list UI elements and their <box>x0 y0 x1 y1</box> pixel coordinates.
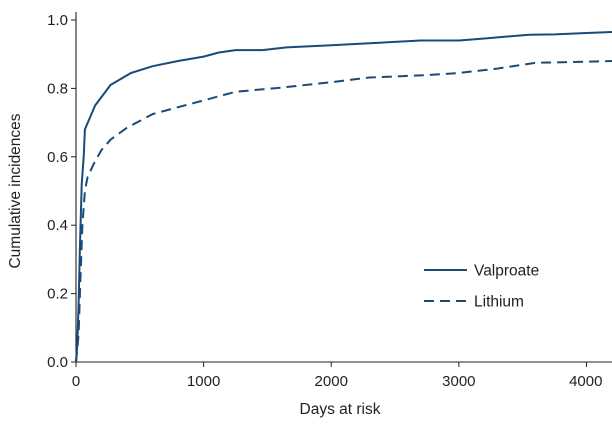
legend-label-valproate: Valproate <box>474 263 539 280</box>
legend: Valproate Lithium <box>424 263 539 311</box>
axes <box>75 12 612 363</box>
x-tick-label: 4000 <box>569 373 602 390</box>
y-tick-label: 0.4 <box>47 217 68 234</box>
y-axis-label: Cumulative incidences <box>7 113 24 268</box>
x-tick-label: 0 <box>72 373 80 390</box>
series-group <box>75 31 612 363</box>
x-tick-label: 3000 <box>442 373 475 390</box>
y-tick-label: 0.2 <box>47 286 68 303</box>
y-tick-label: 1.0 <box>47 12 68 29</box>
series-line-lithium <box>75 60 612 363</box>
y-tick-label: 0.8 <box>47 80 68 97</box>
legend-label-lithium: Lithium <box>474 294 524 311</box>
x-ticks: 0 1000 2000 3000 4000 <box>72 362 602 390</box>
x-tick-label: 2000 <box>315 373 348 390</box>
x-tick-label: 1000 <box>187 373 220 390</box>
series-line-valproate <box>75 31 612 363</box>
y-tick-label: 0.6 <box>47 149 68 166</box>
x-axis-label: Days at risk <box>300 401 381 418</box>
y-ticks: 0.0 0.2 0.4 0.6 0.8 1.0 <box>47 12 76 371</box>
y-tick-label: 0.0 <box>47 354 68 371</box>
